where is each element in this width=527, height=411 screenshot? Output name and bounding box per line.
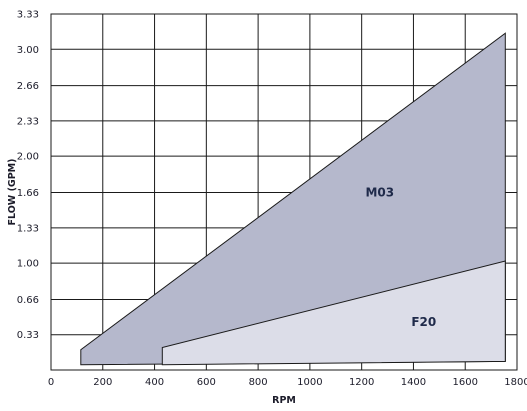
x-tick-label: 0 bbox=[48, 377, 54, 388]
y-tick-label: 0.33 bbox=[17, 330, 39, 341]
x-tick-label: 400 bbox=[145, 377, 164, 388]
region-label-m03: M03 bbox=[365, 186, 394, 200]
y-tick-label: 3.33 bbox=[17, 10, 39, 21]
region-label-f20: F20 bbox=[411, 315, 436, 329]
regions bbox=[80, 32, 506, 366]
x-tick-label: 1000 bbox=[297, 377, 322, 388]
x-tick-label: 600 bbox=[197, 377, 216, 388]
x-tick-labels: 0 200 400 600 800 1000 1200 1400 1600 1800 bbox=[48, 377, 527, 388]
y-tick-labels: 0.33 0.66 1.00 1.33 1.66 2.00 2.33 2.66 3.00 3.33 bbox=[17, 10, 39, 342]
y-tick-label: 1.33 bbox=[17, 223, 39, 234]
x-tick-label: 800 bbox=[249, 377, 268, 388]
x-tick-label: 200 bbox=[93, 377, 112, 388]
y-tick-label: 0.66 bbox=[17, 295, 39, 306]
y-tick-label: 2.33 bbox=[17, 116, 39, 127]
x-axis-title: RPM bbox=[272, 395, 296, 406]
plot-frame bbox=[50, 13, 518, 371]
y-tick-label: 1.66 bbox=[17, 188, 39, 199]
region-labels: M03 F20 bbox=[365, 186, 436, 329]
x-tick-label: 1200 bbox=[349, 377, 374, 388]
x-tick-label: 1800 bbox=[504, 377, 527, 388]
y-tick-label: 3.00 bbox=[17, 45, 39, 56]
y-tick-label: 2.66 bbox=[17, 81, 39, 92]
x-tick-label: 1600 bbox=[452, 377, 477, 388]
region-f20 bbox=[161, 260, 506, 366]
x-tick-label: 1400 bbox=[401, 377, 426, 388]
y-axis-title: FLOW (GPM) bbox=[7, 159, 18, 226]
y-tick-label: 1.00 bbox=[17, 259, 39, 270]
y-tick-label: 2.00 bbox=[17, 152, 39, 163]
